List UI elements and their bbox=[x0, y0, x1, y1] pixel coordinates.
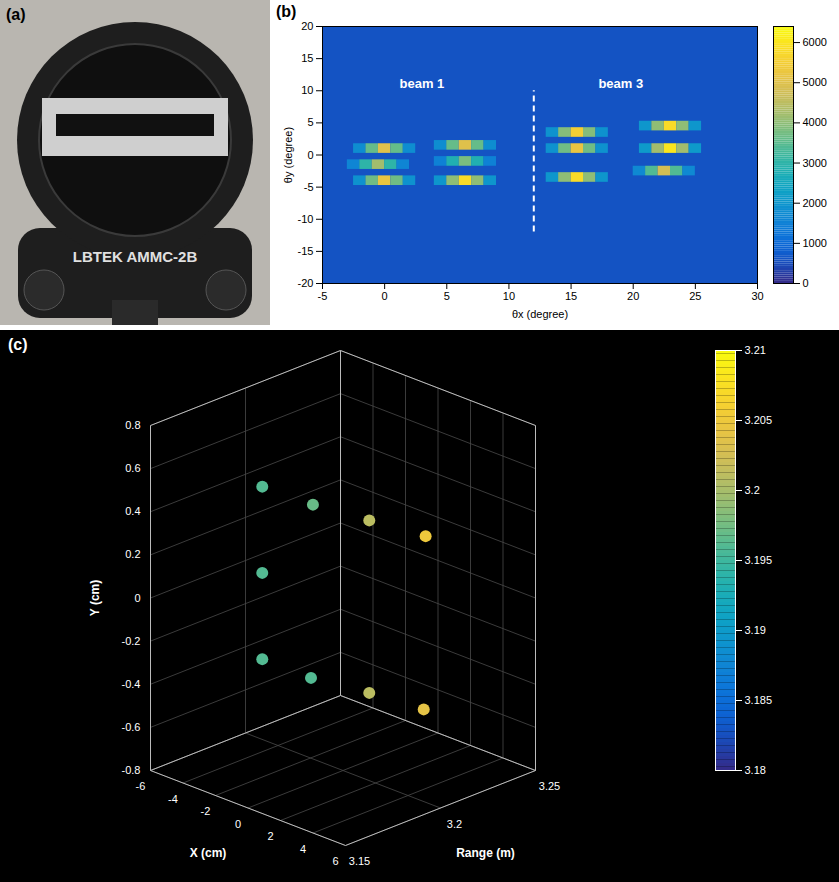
svg-text:beam 3: beam 3 bbox=[598, 76, 643, 91]
svg-text:4000: 4000 bbox=[803, 116, 827, 128]
svg-text:30: 30 bbox=[751, 290, 763, 302]
svg-text:-0.8: -0.8 bbox=[122, 764, 141, 776]
svg-text:3.2: 3.2 bbox=[447, 818, 462, 830]
svg-text:2000: 2000 bbox=[803, 197, 827, 209]
svg-text:3.21: 3.21 bbox=[745, 344, 766, 356]
svg-text:0: 0 bbox=[134, 592, 140, 604]
svg-text:3.25: 3.25 bbox=[539, 780, 560, 792]
svg-text:4: 4 bbox=[300, 843, 306, 855]
svg-text:-0.4: -0.4 bbox=[122, 678, 141, 690]
svg-text:(a): (a) bbox=[6, 6, 26, 23]
svg-text:5000: 5000 bbox=[803, 76, 827, 88]
svg-text:-5: -5 bbox=[318, 290, 328, 302]
svg-text:-0.2: -0.2 bbox=[122, 635, 141, 647]
svg-text:3.195: 3.195 bbox=[745, 554, 773, 566]
svg-text:5: 5 bbox=[444, 290, 450, 302]
svg-text:3.19: 3.19 bbox=[745, 624, 766, 636]
svg-text:3.18: 3.18 bbox=[745, 764, 766, 776]
svg-text:-4: -4 bbox=[168, 793, 178, 805]
svg-text:-15: -15 bbox=[298, 245, 314, 257]
svg-text:-20: -20 bbox=[298, 277, 314, 289]
svg-text:0.8: 0.8 bbox=[125, 419, 140, 431]
svg-text:20: 20 bbox=[301, 20, 313, 32]
svg-text:θy (degree): θy (degree) bbox=[282, 127, 294, 183]
svg-text:0: 0 bbox=[382, 290, 388, 302]
svg-text:3.2: 3.2 bbox=[745, 484, 760, 496]
svg-text:X (cm): X (cm) bbox=[190, 846, 227, 860]
svg-text:-0.6: -0.6 bbox=[122, 721, 141, 733]
svg-text:0: 0 bbox=[235, 818, 241, 830]
svg-text:25: 25 bbox=[689, 290, 701, 302]
svg-text:15: 15 bbox=[565, 290, 577, 302]
svg-text:3.185: 3.185 bbox=[745, 694, 773, 706]
html-text:(b): (b) bbox=[276, 3, 297, 20]
svg-text:3000: 3000 bbox=[803, 157, 827, 169]
svg-text:Y (cm): Y (cm) bbox=[88, 580, 102, 616]
svg-text:-6: -6 bbox=[136, 780, 146, 792]
svg-text:Range (m): Range (m) bbox=[456, 846, 515, 860]
svg-text:0.2: 0.2 bbox=[125, 548, 140, 560]
svg-text:0.6: 0.6 bbox=[125, 462, 140, 474]
svg-text:-10: -10 bbox=[298, 213, 314, 225]
svg-text:6000: 6000 bbox=[803, 36, 827, 48]
html-text:(c): (c) bbox=[8, 336, 28, 353]
svg-text:6: 6 bbox=[332, 855, 338, 867]
svg-text:3.205: 3.205 bbox=[745, 414, 773, 426]
svg-text:3.15: 3.15 bbox=[349, 855, 370, 867]
svg-text:10: 10 bbox=[301, 84, 313, 96]
svg-text:15: 15 bbox=[301, 52, 313, 64]
svg-text:5: 5 bbox=[307, 116, 313, 128]
svg-text:0: 0 bbox=[307, 149, 313, 161]
svg-text:θx (degree): θx (degree) bbox=[512, 308, 568, 320]
svg-text:20: 20 bbox=[627, 290, 639, 302]
svg-text:10: 10 bbox=[503, 290, 515, 302]
svg-text:0: 0 bbox=[803, 277, 809, 289]
svg-text:-2: -2 bbox=[201, 805, 211, 817]
svg-text:LBTEK AMMC-2B: LBTEK AMMC-2B bbox=[73, 248, 198, 265]
svg-text:1000: 1000 bbox=[803, 237, 827, 249]
svg-text:-5: -5 bbox=[304, 181, 314, 193]
svg-text:0.4: 0.4 bbox=[125, 505, 140, 517]
svg-text:2: 2 bbox=[267, 830, 273, 842]
svg-text:beam 1: beam 1 bbox=[400, 76, 445, 91]
